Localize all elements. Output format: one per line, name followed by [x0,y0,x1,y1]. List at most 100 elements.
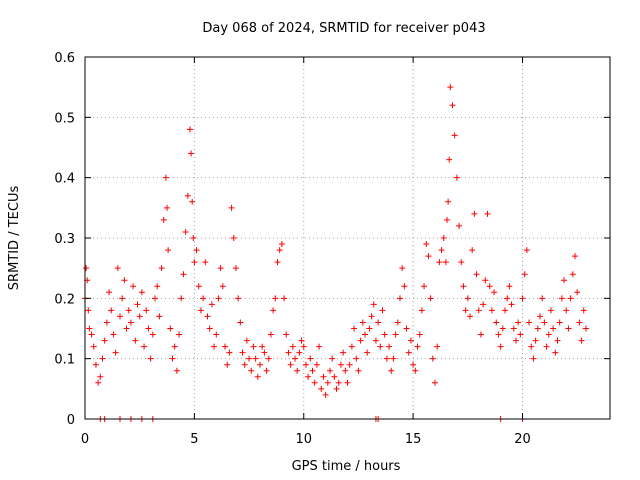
data-point [206,325,213,332]
data-point [162,174,169,181]
data-point [108,307,115,314]
data-point [506,283,513,290]
data-point [447,84,454,91]
data-point [342,367,349,374]
data-point [281,295,288,302]
data-point [103,319,110,326]
data-point [165,247,172,254]
data-point [250,343,257,350]
data-point [294,367,301,374]
data-point [545,331,552,338]
data-point [491,289,498,296]
data-point [467,313,473,320]
y-tick-label: 0.4 [54,172,75,187]
data-point [99,355,106,362]
data-point [333,385,340,392]
data-point [274,259,281,266]
data-point [272,295,279,302]
data-point [388,367,395,374]
data-point [412,367,419,374]
data-point [401,283,408,290]
data-point [97,373,104,380]
data-point [477,331,484,338]
data-point [456,222,463,229]
x-tick-label: 15 [405,432,422,447]
data-point [90,343,97,350]
data-point [211,343,218,350]
data-point [285,349,292,356]
data-point [399,265,406,272]
data-point [222,343,228,350]
data-point [265,355,272,362]
data-point [543,343,550,350]
data-point [493,319,500,326]
data-point [125,307,132,314]
data-point [379,307,386,314]
data-point [318,385,325,392]
data-point [134,301,141,308]
data-point [432,379,438,386]
data-point [213,331,220,338]
data-point [497,343,504,350]
data-point [270,307,277,314]
data-point [405,349,412,356]
data-point [316,343,323,350]
data-point [149,331,156,338]
x-tick-label: 20 [514,432,531,447]
data-points [82,84,589,422]
data-point [572,253,578,260]
data-point [526,319,533,326]
data-point [337,361,344,368]
data-point [237,319,244,326]
data-point [440,235,447,241]
data-point [230,235,237,241]
x-tick-label: 10 [295,432,312,447]
data-point [95,379,102,386]
data-point [226,349,233,356]
data-point [276,247,283,254]
data-point [438,247,445,254]
data-point [254,373,261,380]
data-point [366,325,373,332]
data-point [377,343,384,350]
data-point [101,337,108,344]
data-point [235,295,242,302]
data-point [313,361,320,368]
data-point [519,295,526,302]
data-point [119,295,126,302]
data-point [471,210,478,217]
y-tick-label: 0.1 [54,353,75,368]
data-point [348,343,355,350]
data-point [261,349,268,356]
y-tick-label: 0.2 [54,292,75,307]
data-point [512,337,519,344]
data-point [204,313,211,320]
y-tick-label: 0.3 [54,232,75,247]
data-point [86,325,93,332]
y-tick-label: 0 [67,413,75,428]
y-axis-label: SRMTID / TECUs [7,186,22,291]
x-axis-ticks: 0 5 10 15 20 [81,57,531,447]
data-point [504,295,511,302]
data-point [445,198,452,205]
data-point [292,355,298,362]
data-point [309,367,316,374]
data-point [164,204,171,211]
data-point [340,349,347,356]
data-point [418,307,425,314]
data-point [208,301,215,308]
data-point [88,331,95,338]
data-point [156,313,163,320]
data-point [283,331,290,338]
data-point [246,355,253,362]
data-point [263,367,270,374]
data-point [307,355,314,362]
data-point [195,283,202,290]
data-point [495,331,502,338]
data-point [182,228,189,235]
data-point [110,331,117,338]
data-point [499,325,506,332]
data-point [482,277,489,284]
data-point [305,373,312,380]
data-point [257,361,263,368]
